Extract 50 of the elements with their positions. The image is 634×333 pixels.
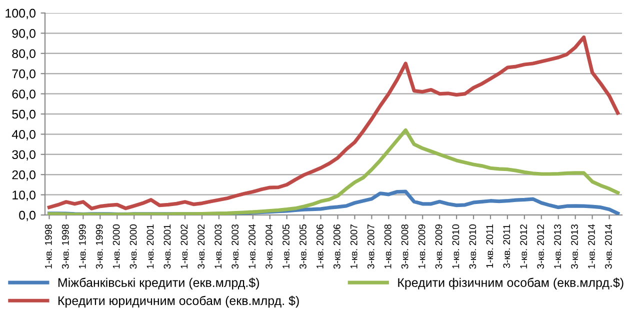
y-tick-label: 80,0 (12, 49, 36, 60)
y-tick-label: 70,0 (12, 69, 36, 80)
x-tick-label: 3-кв. 1999 (96, 224, 103, 269)
x-tick-label: 3-кв. 2004 (266, 224, 272, 269)
x-tick-label: 1-кв. 2009 (418, 224, 426, 268)
y-tick-label: 10,0 (12, 190, 36, 201)
x-tick-label: 3-кв. 1998 (62, 224, 69, 269)
x-tick-label: 1-кв. 1998 (44, 224, 52, 268)
x-tick-label: 1-кв. 2006 (316, 224, 324, 268)
x-tick-label: 1-кв. 2005 (282, 224, 290, 268)
y-tick-label: 20,0 (12, 170, 36, 181)
x-tick-label: 3-кв. 2005 (300, 224, 306, 269)
x-tick-label: 3-кв. 2000 (130, 224, 137, 269)
x-tick-label: 3-кв. 2010 (469, 224, 476, 269)
x-tick-label: 1-кв. 1999 (78, 224, 86, 268)
x-tick-label: 3-кв. 2006 (333, 224, 340, 269)
y-tick-label: 100,0 (6, 8, 36, 20)
line-series (47, 128, 620, 215)
x-tick-label: 3-кв. 2012 (537, 224, 544, 269)
x-tick-label: 1-кв. 2013 (554, 224, 561, 268)
legend-label: Кредити фізичним особам (екв.млрд.$) (398, 278, 624, 290)
x-tick-label: 1-кв. 2012 (520, 224, 528, 268)
legend-label: Кредити юридичним особам (екв.млрд. $) (58, 296, 299, 308)
x-tick-label: 3-кв. 2003 (232, 224, 239, 269)
x-tick-label: 3-кв. 2001 (164, 224, 171, 269)
y-tick-label: 30,0 (12, 150, 36, 161)
y-tick-label: 40,0 (12, 130, 36, 140)
legend-label: Міжбанківські кредити (екв.млрд.$) (58, 278, 260, 290)
x-tick-label: 1-кв. 2008 (384, 224, 392, 268)
x-tick-label: 1-кв. 2004 (248, 224, 256, 268)
x-tick-label: 1-кв. 2000 (112, 224, 120, 268)
y-tick-label: 90,0 (12, 29, 36, 40)
x-tick-label: 1-кв. 2002 (180, 224, 188, 268)
x-tick-label: 3-кв. 2011 (503, 224, 510, 268)
x-tick-label: 3-кв. 2007 (367, 224, 374, 269)
x-tick-label: 1-кв. 2010 (452, 224, 460, 268)
x-tick-label: 1-кв. 2014 (588, 224, 595, 268)
x-tick-label: 3-кв. 2013 (571, 224, 578, 269)
y-tick-label: 0,0 (19, 210, 36, 222)
y-tick-label: 50,0 (12, 110, 36, 120)
x-tick-label: 1-кв. 2007 (350, 224, 358, 268)
x-tick-label: 1-кв. 2011 (486, 224, 494, 268)
line-series (47, 35, 620, 210)
x-tick-label: 3-кв. 2014 (604, 224, 612, 269)
x-tick-label: 1-кв. 2001 (146, 224, 154, 268)
y-tick-label: 60,0 (12, 90, 36, 100)
x-tick-label: 3-кв. 2002 (198, 224, 205, 269)
x-tick-label: 3-кв. 2008 (401, 224, 408, 269)
x-tick-label: 1-кв. 2003 (214, 224, 222, 268)
x-tick-label: 3-кв. 2009 (435, 224, 442, 269)
